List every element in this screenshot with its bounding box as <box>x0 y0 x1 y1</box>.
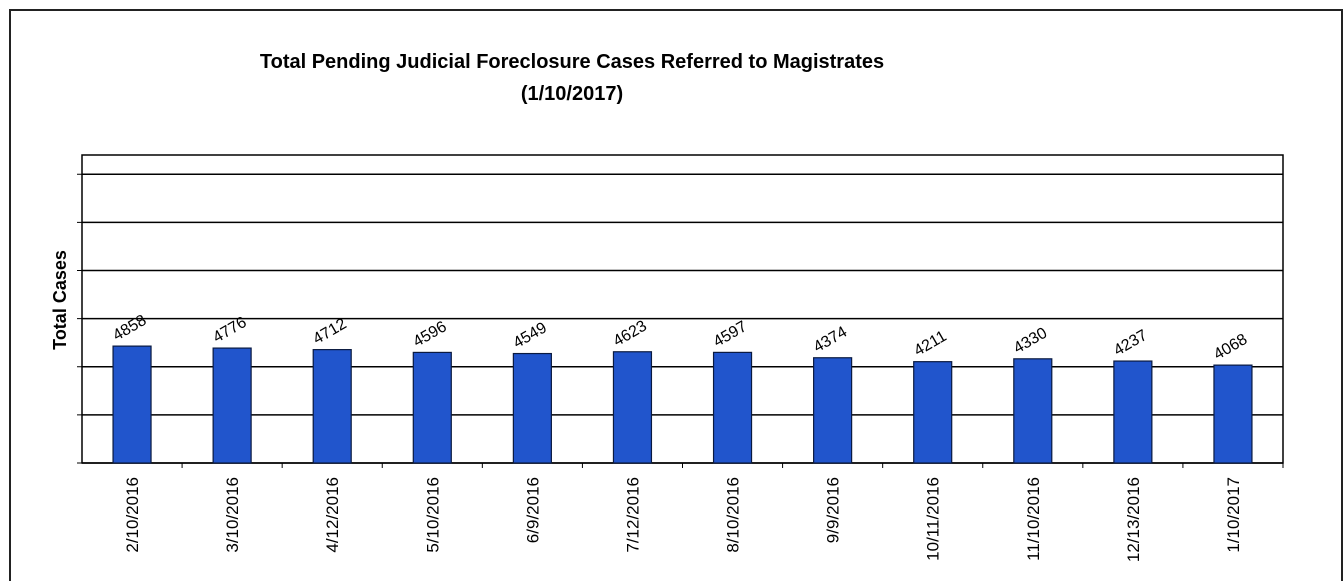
bar <box>112 345 152 464</box>
x-tick-label: 8/10/2016 <box>724 477 743 553</box>
bar <box>1213 364 1253 464</box>
value-label: 4549 <box>510 319 549 352</box>
x-tick-label: 5/10/2016 <box>423 477 442 553</box>
bar <box>913 361 953 464</box>
x-tick-label: 4/12/2016 <box>323 477 342 553</box>
chart-subtitle: (1/10/2017) <box>521 83 623 105</box>
value-label: 4374 <box>811 324 850 357</box>
value-label: 4330 <box>1011 325 1050 358</box>
value-label: 4211 <box>911 328 949 360</box>
bar <box>1013 358 1053 464</box>
value-label: 4596 <box>410 318 449 351</box>
bar <box>1113 360 1153 464</box>
chart-title: Total Pending Judicial Foreclosure Cases… <box>260 51 884 73</box>
x-tick-label: 1/10/2017 <box>1224 477 1243 553</box>
bar <box>412 351 452 464</box>
value-label: 4597 <box>711 318 750 351</box>
bar <box>612 351 653 464</box>
x-tick-label: 11/10/2016 <box>1024 477 1043 561</box>
value-label: 4068 <box>1211 331 1250 364</box>
x-tick-label: 10/11/2016 <box>924 477 943 561</box>
value-label: 4237 <box>1111 327 1150 360</box>
x-tick-label: 2/10/2016 <box>123 477 142 553</box>
x-tick-label: 7/12/2016 <box>623 477 642 553</box>
x-tick-label: 3/10/2016 <box>223 477 242 553</box>
x-tick-label: 12/13/2016 <box>1124 477 1143 562</box>
bar <box>212 347 252 464</box>
value-label: 4858 <box>110 312 149 345</box>
frame <box>9 9 1343 581</box>
y-axis-label: Total Cases <box>50 250 70 350</box>
plot-area <box>81 154 1284 464</box>
value-label: 4623 <box>611 318 650 351</box>
x-tick-label: 6/9/2016 <box>523 477 542 543</box>
bar <box>813 357 853 464</box>
value-label: 4712 <box>310 315 349 348</box>
bar <box>712 351 753 464</box>
bar <box>512 352 552 464</box>
bar <box>312 349 352 464</box>
x-tick-label: 9/9/2016 <box>824 477 843 543</box>
